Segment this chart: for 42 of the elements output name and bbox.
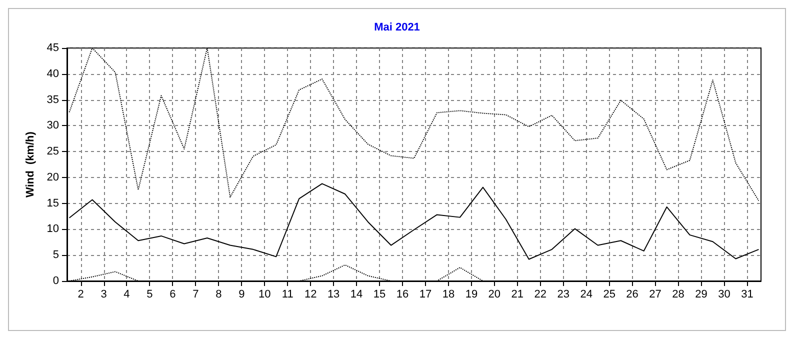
x-tick-label: 7 [192, 288, 199, 300]
x-tick-label: 31 [741, 288, 754, 300]
chart-title: Mai 2021 [374, 22, 420, 34]
x-tick-label: 29 [695, 288, 708, 300]
x-tick-label: 10 [258, 288, 271, 300]
x-tick-label: 3 [100, 288, 107, 300]
y-axis-title: Wind (km/h) [24, 131, 36, 198]
y-tick-label: 25 [46, 146, 59, 158]
x-tick-label: 5 [146, 288, 153, 300]
x-tick-label: 11 [282, 288, 294, 300]
x-tick-label: 16 [396, 288, 409, 300]
x-tick-label: 13 [327, 288, 340, 300]
x-tick-label: 21 [511, 288, 524, 300]
y-tick-label: 10 [46, 223, 59, 236]
x-tick-label: 18 [442, 288, 455, 300]
y-tick-label: 20 [46, 171, 59, 184]
x-tick-label: 14 [350, 288, 363, 300]
x-tick-label: 27 [649, 288, 662, 300]
y-tick-label: 30 [46, 120, 59, 132]
x-tick-label: 17 [419, 288, 432, 300]
x-tick-label: 22 [534, 288, 547, 300]
x-tick-label: 28 [672, 288, 684, 300]
x-tick-label: 8 [216, 288, 222, 300]
x-tick-label: 6 [170, 288, 176, 300]
x-tick-label: 19 [465, 288, 478, 300]
x-tick-label: 12 [304, 288, 317, 300]
x-tick-label: 2 [78, 288, 84, 300]
x-tick-label: 20 [488, 288, 501, 300]
x-tick-label: 30 [718, 288, 730, 300]
x-tick-label: 15 [373, 288, 386, 300]
y-tick-label: 45 [46, 42, 59, 54]
x-tick-label: 26 [626, 288, 638, 300]
x-tick-label: 9 [238, 288, 245, 300]
y-tick-label: 0 [52, 275, 59, 287]
y-tick-label: 15 [46, 197, 59, 210]
x-tick-label: 25 [603, 288, 616, 300]
y-tick-label: 5 [52, 249, 59, 262]
y-tick-label: 35 [46, 94, 59, 106]
x-tick-label: 23 [557, 288, 570, 300]
x-tick-label: 4 [124, 288, 130, 300]
y-tick-label: 40 [46, 68, 59, 80]
x-tick-label: 24 [580, 288, 592, 300]
